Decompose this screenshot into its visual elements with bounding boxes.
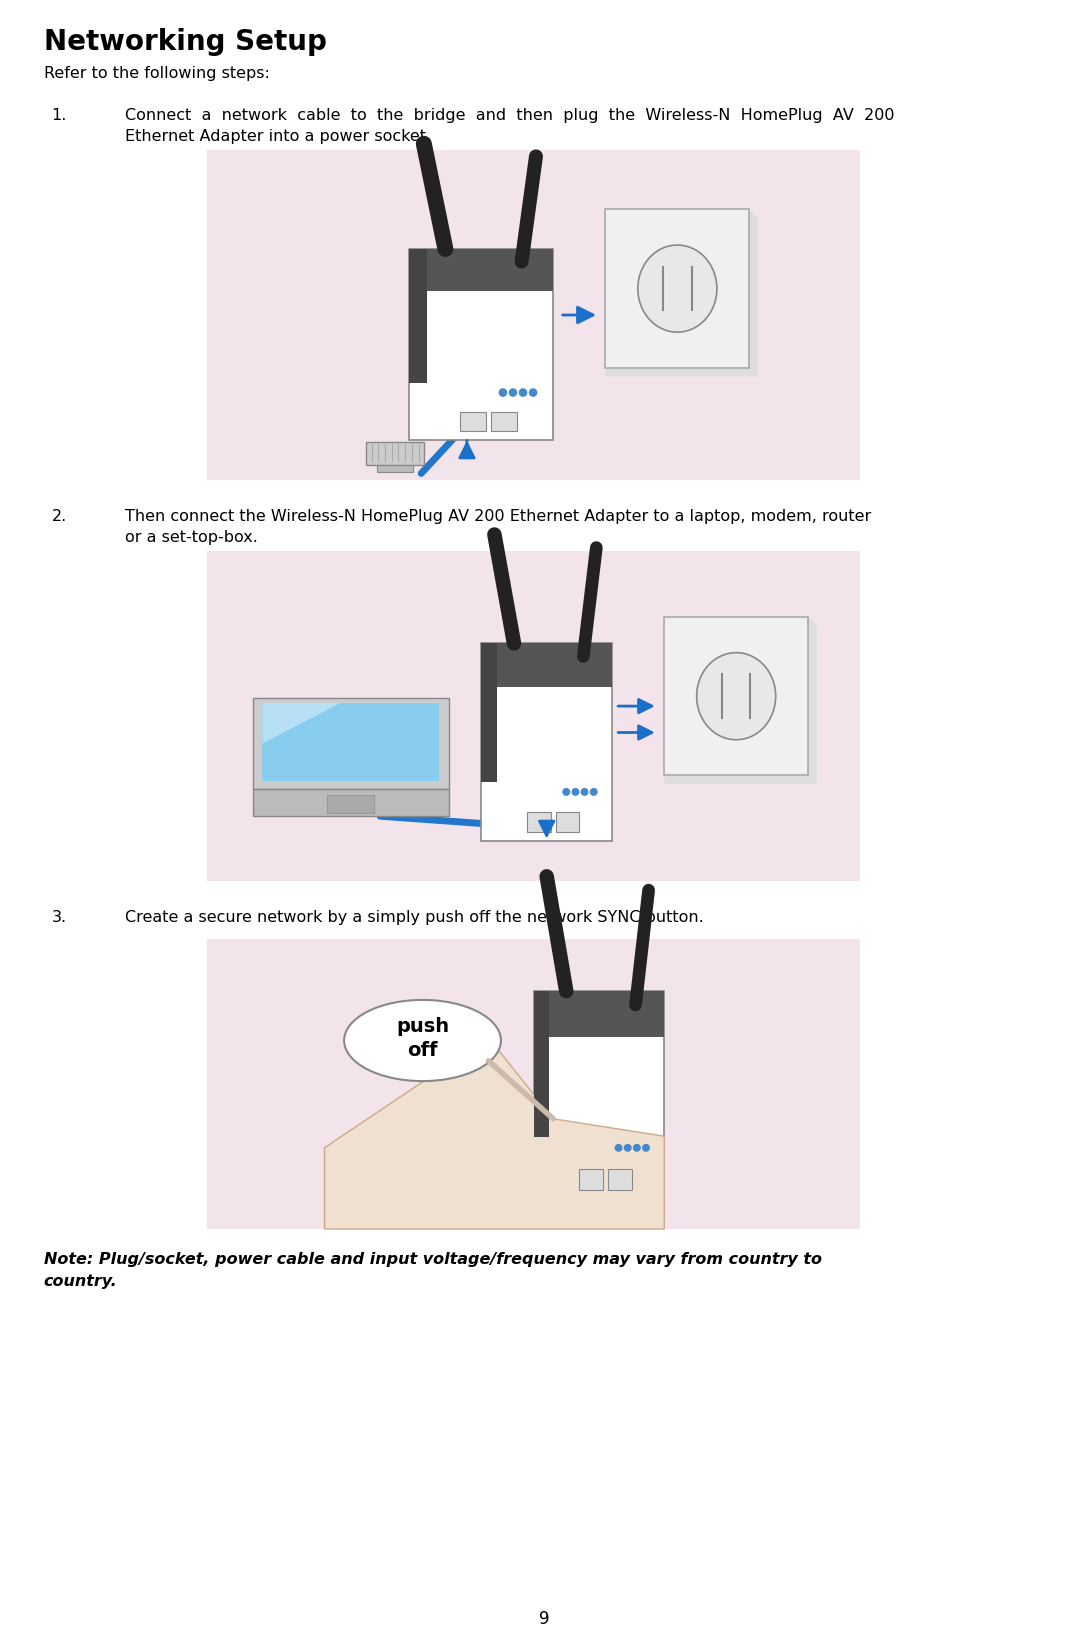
Polygon shape	[534, 992, 664, 1200]
Polygon shape	[481, 644, 612, 842]
Polygon shape	[460, 413, 486, 431]
Circle shape	[519, 390, 527, 397]
Polygon shape	[491, 413, 517, 431]
Circle shape	[634, 1144, 640, 1151]
Polygon shape	[207, 151, 860, 480]
Polygon shape	[555, 813, 579, 833]
Polygon shape	[527, 813, 551, 833]
Polygon shape	[253, 788, 449, 816]
Circle shape	[615, 1144, 622, 1151]
Circle shape	[499, 390, 506, 397]
Text: Ethernet Adapter into a power socket.: Ethernet Adapter into a power socket.	[125, 129, 431, 144]
Text: push
off: push off	[396, 1016, 449, 1059]
Polygon shape	[534, 992, 664, 1037]
Text: 3.: 3.	[51, 910, 66, 924]
Polygon shape	[409, 249, 553, 441]
Polygon shape	[262, 703, 439, 782]
Polygon shape	[664, 618, 808, 775]
Text: Networking Setup: Networking Setup	[44, 28, 327, 56]
Text: Then connect the Wireless-N HomePlug AV 200 Ethernet Adapter to a laptop, modem,: Then connect the Wireless-N HomePlug AV …	[125, 508, 871, 524]
Circle shape	[563, 788, 570, 795]
Polygon shape	[481, 644, 497, 782]
Polygon shape	[608, 1169, 632, 1190]
Polygon shape	[262, 703, 341, 744]
Polygon shape	[325, 1037, 664, 1229]
Polygon shape	[605, 210, 749, 369]
Circle shape	[510, 390, 516, 397]
Text: country.: country.	[44, 1274, 118, 1288]
Text: Create a secure network by a simply push off the network SYNC button.: Create a secure network by a simply push…	[125, 910, 703, 924]
Polygon shape	[207, 552, 860, 882]
Circle shape	[572, 788, 578, 795]
Text: 2.: 2.	[51, 508, 66, 524]
Polygon shape	[664, 618, 817, 785]
Circle shape	[643, 1144, 649, 1151]
Polygon shape	[409, 249, 553, 292]
Text: Refer to the following steps:: Refer to the following steps:	[44, 66, 269, 80]
Circle shape	[582, 788, 588, 795]
Polygon shape	[409, 249, 427, 384]
Ellipse shape	[344, 1000, 501, 1082]
Polygon shape	[253, 698, 449, 788]
Polygon shape	[327, 797, 375, 815]
Text: 9: 9	[539, 1609, 550, 1628]
Polygon shape	[605, 210, 758, 377]
Circle shape	[624, 1144, 631, 1151]
Ellipse shape	[638, 246, 717, 333]
Text: or a set-top-box.: or a set-top-box.	[125, 529, 258, 544]
Polygon shape	[207, 939, 860, 1229]
Polygon shape	[534, 992, 549, 1137]
Polygon shape	[579, 1169, 603, 1190]
Text: Note: Plug/socket, power cable and input voltage/frequency may vary from country: Note: Plug/socket, power cable and input…	[44, 1251, 821, 1267]
Ellipse shape	[697, 654, 775, 741]
Circle shape	[529, 390, 537, 397]
Text: 1.: 1.	[51, 108, 66, 123]
Polygon shape	[481, 644, 612, 687]
Circle shape	[590, 788, 597, 795]
Polygon shape	[378, 465, 413, 472]
Text: Connect  a  network  cable  to  the  bridge  and  then  plug  the  Wireless-N  H: Connect a network cable to the bridge an…	[125, 108, 895, 123]
Polygon shape	[366, 443, 425, 465]
